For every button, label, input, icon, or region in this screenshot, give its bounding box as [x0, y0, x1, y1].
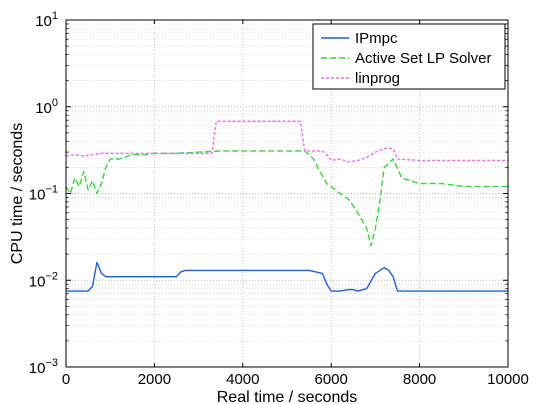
x-tick-label: 2000	[138, 371, 171, 388]
x-tick-label: 0	[62, 371, 70, 388]
legend-label-3: linprog	[355, 70, 400, 87]
y-tick-label: 10−2	[29, 270, 58, 290]
legend-label-1: IPmpc	[355, 30, 398, 47]
legend-box	[312, 23, 506, 90]
y-tick-label: 101	[35, 10, 58, 30]
x-tick-label: 4000	[226, 371, 259, 388]
tick-layer	[65, 19, 509, 368]
legend-label-2: Active Set LP Solver	[355, 50, 491, 67]
y-tick-label: 100	[35, 97, 58, 117]
series-line-1	[66, 261, 508, 292]
x-axis-title: Real time / seconds	[217, 389, 358, 404]
y-axis-title: CPU time / seconds	[9, 123, 26, 264]
series-line-3	[66, 120, 508, 163]
x-tick-label: 8000	[403, 371, 436, 388]
series-layer	[66, 120, 508, 292]
series-line-2	[66, 150, 508, 247]
x-tick-label: 6000	[315, 371, 348, 388]
legend: IPmpc Active Set LP Solver linprog	[312, 23, 506, 90]
x-tick-label: 10000	[487, 371, 529, 388]
label-layer: 0 2000 4000 6000 8000 10000 10−3 10−2 10−1 100 101…	[9, 10, 529, 404]
y-tick-label: 10−3	[29, 357, 58, 377]
y-tick-label: 10−1	[29, 184, 58, 204]
